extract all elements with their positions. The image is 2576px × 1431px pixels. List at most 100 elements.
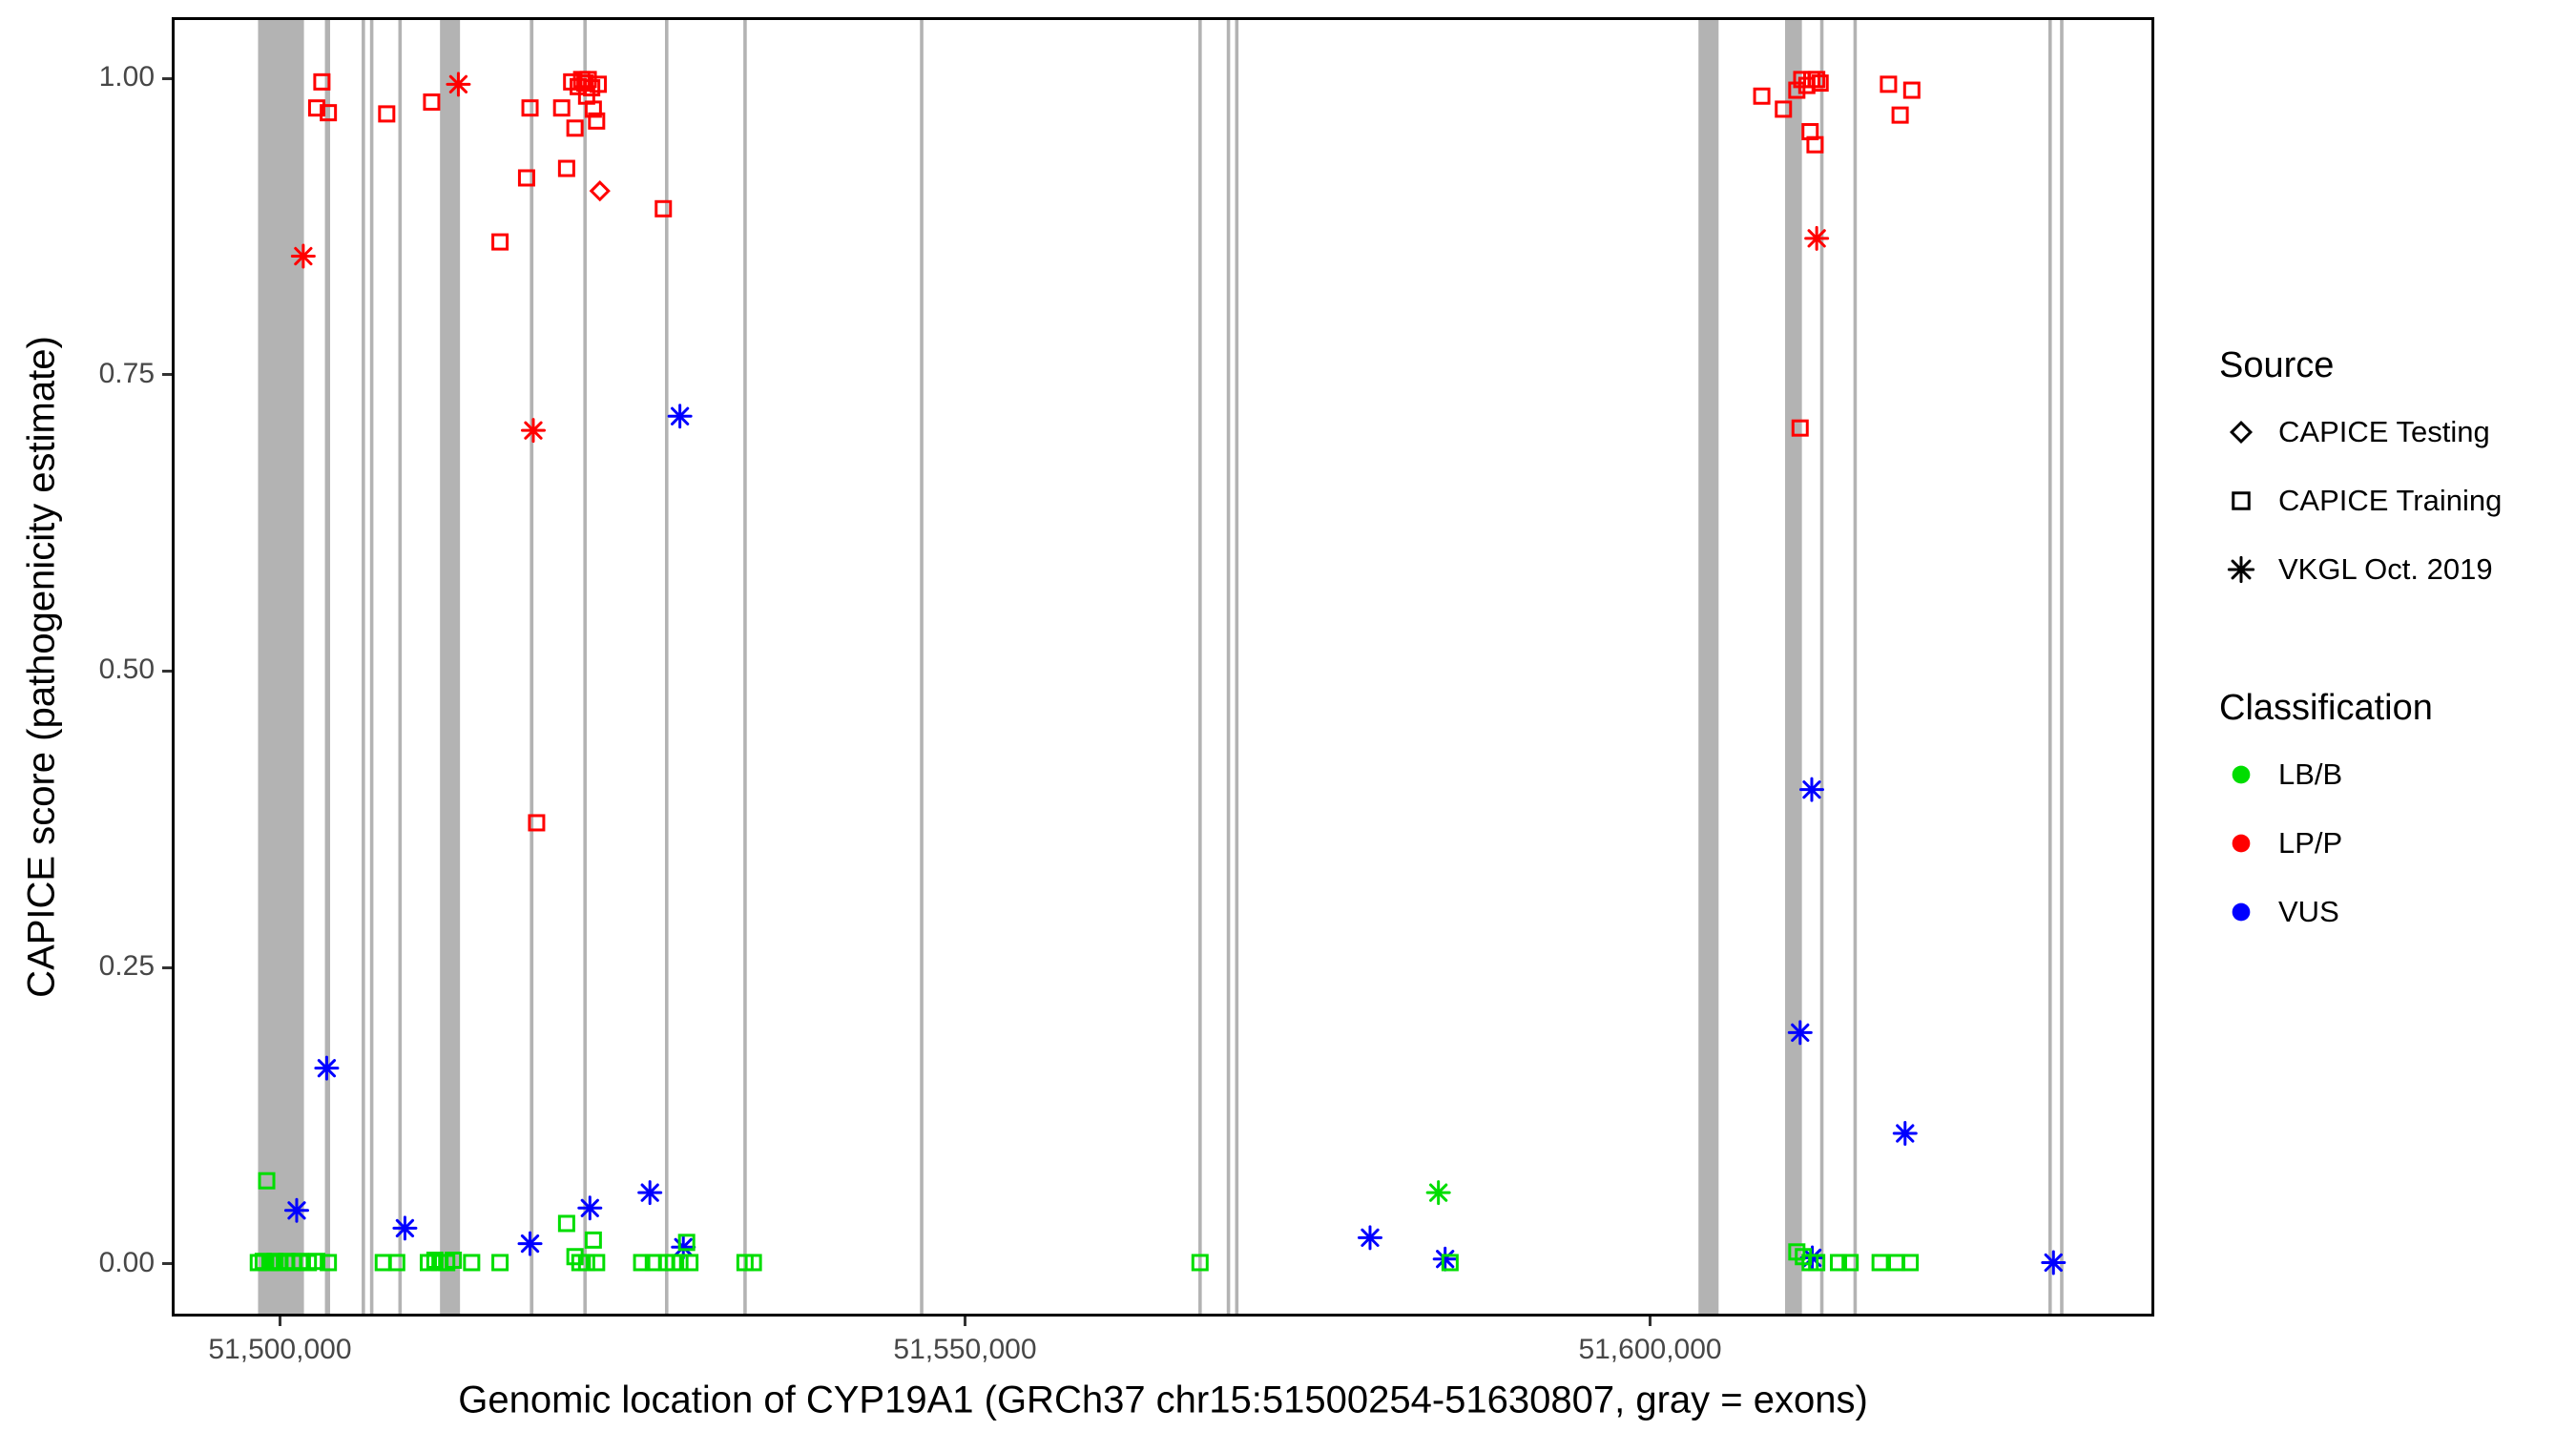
y-axis-title: CAPICE score (pathogenicity estimate) <box>20 336 63 998</box>
data-point <box>378 105 396 123</box>
x-tick-mark <box>1649 1317 1652 1326</box>
legend-classification-items: LB/B LP/P VUS <box>2219 740 2572 946</box>
legend-item-label: CAPICE Testing <box>2278 415 2490 448</box>
data-point <box>584 1231 602 1249</box>
exon-bar <box>1235 17 1239 1317</box>
data-point <box>552 99 571 117</box>
x-tick-label: 51,550,000 <box>893 1334 1037 1365</box>
data-point <box>517 169 535 187</box>
data-point <box>566 119 584 137</box>
legend-classification-title: Classification <box>2219 688 2433 728</box>
data-point <box>1791 419 1809 437</box>
exon-bar <box>1226 17 1231 1317</box>
data-point <box>557 1214 575 1233</box>
data-point <box>387 1254 405 1272</box>
square-icon <box>2232 491 2251 510</box>
data-point <box>633 1254 651 1272</box>
exon-bar <box>398 17 403 1317</box>
data-point <box>1191 1254 1209 1272</box>
data-point <box>1357 1225 1382 1251</box>
data-point <box>521 99 539 117</box>
data-point <box>1425 1180 1451 1206</box>
y-tick-label: 0.25 <box>98 950 155 983</box>
data-point <box>1788 81 1806 99</box>
data-point <box>1808 71 1826 89</box>
data-point <box>577 1254 595 1272</box>
exon-bar <box>369 17 374 1317</box>
y-tick-label: 0.50 <box>98 653 155 686</box>
data-point <box>290 243 316 269</box>
data-point <box>1880 75 1898 93</box>
data-point <box>1798 777 1824 802</box>
y-tick-mark <box>162 1262 172 1266</box>
data-point <box>677 1234 696 1252</box>
legend-item-vus: VUS <box>2219 878 2572 946</box>
x-tick-label: 51,600,000 <box>1578 1334 1722 1365</box>
exon-bar <box>362 17 365 1317</box>
data-point <box>744 1254 762 1272</box>
data-point <box>577 1195 603 1221</box>
x-tick-label: 51,500,000 <box>208 1334 352 1365</box>
data-point <box>1892 1121 1918 1147</box>
data-point <box>426 1251 444 1269</box>
data-point <box>258 1172 276 1190</box>
legend-item-label: CAPICE Training <box>2278 484 2503 517</box>
exon-bar <box>743 17 747 1317</box>
data-point <box>1804 225 1830 251</box>
data-point <box>1787 1020 1813 1046</box>
legend-item-label: VKGL Oct. 2019 <box>2278 552 2493 586</box>
exon-bar <box>664 17 669 1317</box>
exon-bar <box>1198 17 1202 1317</box>
x-axis-title: Genomic location of CYP19A1 (GRCh37 chr1… <box>458 1379 1868 1421</box>
exon-bar <box>1853 17 1858 1317</box>
data-point <box>1829 1254 1847 1272</box>
data-point <box>307 99 325 117</box>
circle-icon <box>2232 902 2251 922</box>
data-point <box>584 100 602 118</box>
legend-source-items: CAPICE Testing CAPICE Training VKGL Oct. 2… <box>2219 398 2572 604</box>
data-point <box>1901 1254 1920 1272</box>
y-tick-label: 1.00 <box>98 61 155 93</box>
exon-bar <box>2060 17 2064 1317</box>
exon-bar <box>920 17 924 1317</box>
y-tick-mark <box>162 669 172 673</box>
data-point <box>1811 74 1829 93</box>
data-point <box>654 199 673 218</box>
data-point <box>1902 81 1921 99</box>
data-point <box>1891 106 1909 124</box>
y-tick-mark <box>162 373 172 377</box>
data-point <box>1432 1246 1458 1272</box>
legend: Source CAPICE Testing CAPICE Training VKGL… <box>2219 345 2572 1030</box>
data-point <box>491 1254 509 1272</box>
diamond-icon <box>2229 420 2254 445</box>
y-tick-mark <box>162 76 172 80</box>
y-tick-mark <box>162 965 172 969</box>
legend-item-capice-training: CAPICE Training <box>2219 467 2572 535</box>
data-point <box>590 75 608 93</box>
data-point <box>1775 100 1793 118</box>
exon-bar <box>258 17 304 1317</box>
exon-bar <box>2047 17 2052 1317</box>
legend-item-lp-p: LP/P <box>2219 809 2572 878</box>
data-point <box>445 1251 463 1269</box>
data-point <box>588 1254 606 1272</box>
data-point <box>520 418 546 444</box>
data-point <box>671 1254 689 1272</box>
exon-bar <box>324 17 331 1317</box>
data-point <box>528 814 546 832</box>
data-point <box>1841 1254 1859 1272</box>
data-point <box>314 1055 340 1081</box>
data-point <box>320 104 338 122</box>
data-point <box>589 180 611 202</box>
legend-item-capice-testing: CAPICE Testing <box>2219 398 2572 467</box>
legend-item-label: VUS <box>2278 895 2339 928</box>
data-point <box>2041 1250 2067 1275</box>
data-point <box>491 233 509 251</box>
data-point <box>517 1231 543 1256</box>
circle-icon <box>2232 765 2251 784</box>
data-point <box>557 159 575 177</box>
data-point <box>588 112 606 130</box>
data-point <box>320 1254 338 1272</box>
circle-icon <box>2232 834 2251 853</box>
